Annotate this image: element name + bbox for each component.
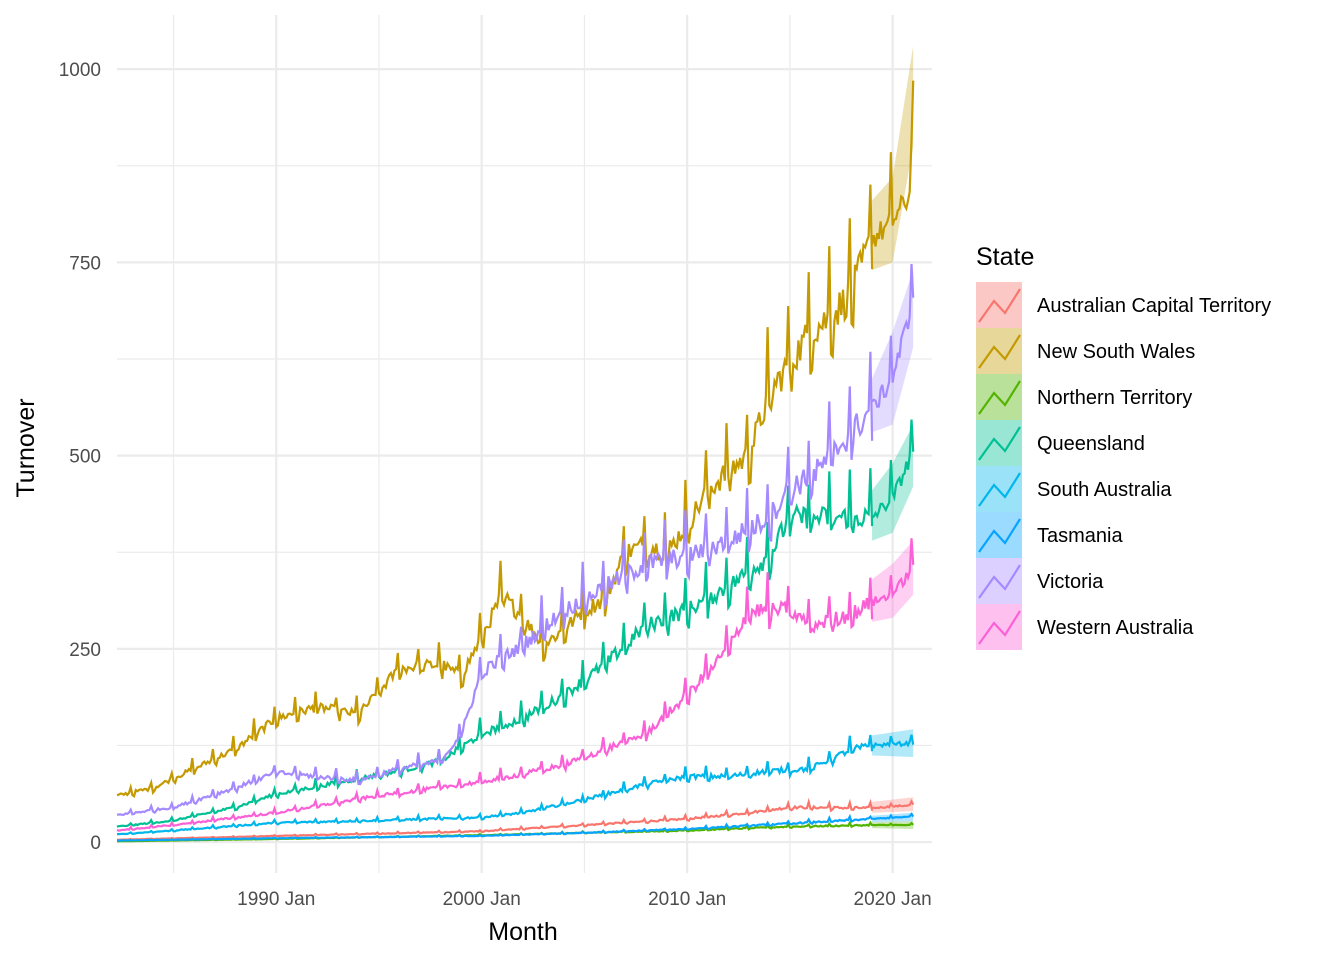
series-line	[116, 813, 874, 842]
forecast-interval	[872, 45, 914, 271]
legend-key-line	[978, 288, 1021, 323]
forecast-line	[871, 734, 915, 750]
series-line	[116, 572, 874, 832]
series-line	[117, 734, 874, 836]
forecast-line	[871, 419, 915, 519]
legend: State Australian Capital Territory New So…	[976, 243, 1271, 650]
legend-title: State	[976, 243, 1034, 271]
legend-key-line	[978, 610, 1021, 645]
forecast-line	[871, 538, 915, 606]
legend-item: Tasmania	[976, 512, 1123, 558]
legend-item: South Australia	[976, 466, 1172, 512]
legend-item: Western Australia	[976, 604, 1194, 650]
legend-label: South Australia	[1037, 479, 1172, 501]
x-axis-title: Month	[488, 918, 557, 946]
forecast-line	[871, 812, 915, 821]
y-axis-title: Turnover	[12, 398, 40, 497]
legend-label: Victoria	[1037, 571, 1104, 593]
y-tick-label: 500	[69, 447, 101, 468]
series-line	[116, 184, 874, 798]
legend-key-line	[978, 380, 1021, 415]
y-tick-label: 750	[69, 253, 101, 274]
forecast-line	[871, 799, 915, 810]
legend-label: Queensland	[1037, 433, 1145, 455]
x-tick-label: 1990 Jan	[237, 889, 315, 910]
y-tick-label: 250	[69, 640, 101, 661]
forecast-line	[871, 821, 914, 827]
legend-item: New South Wales	[976, 328, 1195, 374]
series-lines	[116, 80, 915, 843]
legend-label: Northern Territory	[1037, 387, 1192, 409]
axis-ticks: 1990 Jan 2000 Jan 2010 Jan 2020 Jan 0 250 500 7…	[59, 60, 932, 910]
legend-label: Tasmania	[1037, 525, 1123, 547]
legend-key-line	[978, 472, 1021, 507]
legend-key-line	[978, 518, 1021, 553]
forecast-line	[871, 263, 915, 408]
legend-label: New South Wales	[1037, 341, 1195, 363]
legend-key-line	[978, 334, 1021, 369]
legend-label: Western Australia	[1037, 617, 1194, 639]
legend-key-line	[978, 426, 1021, 461]
legend-item: Northern Territory	[976, 374, 1192, 420]
forecast-line	[871, 80, 915, 247]
legend-item: Queensland	[976, 420, 1145, 466]
legend-key-line	[978, 564, 1021, 599]
series-line	[116, 797, 874, 841]
legend-item: Victoria	[976, 558, 1104, 604]
y-tick-label: 0	[90, 833, 101, 854]
series-line	[116, 351, 874, 816]
x-tick-label: 2020 Jan	[854, 889, 932, 910]
series-line	[116, 468, 874, 828]
legend-label: Australian Capital Territory	[1037, 295, 1271, 317]
x-tick-label: 2000 Jan	[443, 889, 521, 910]
x-tick-label: 2010 Jan	[648, 889, 726, 910]
y-tick-label: 1000	[59, 60, 101, 81]
forecast-interval	[872, 540, 914, 622]
legend-item: Australian Capital Territory	[976, 282, 1271, 328]
